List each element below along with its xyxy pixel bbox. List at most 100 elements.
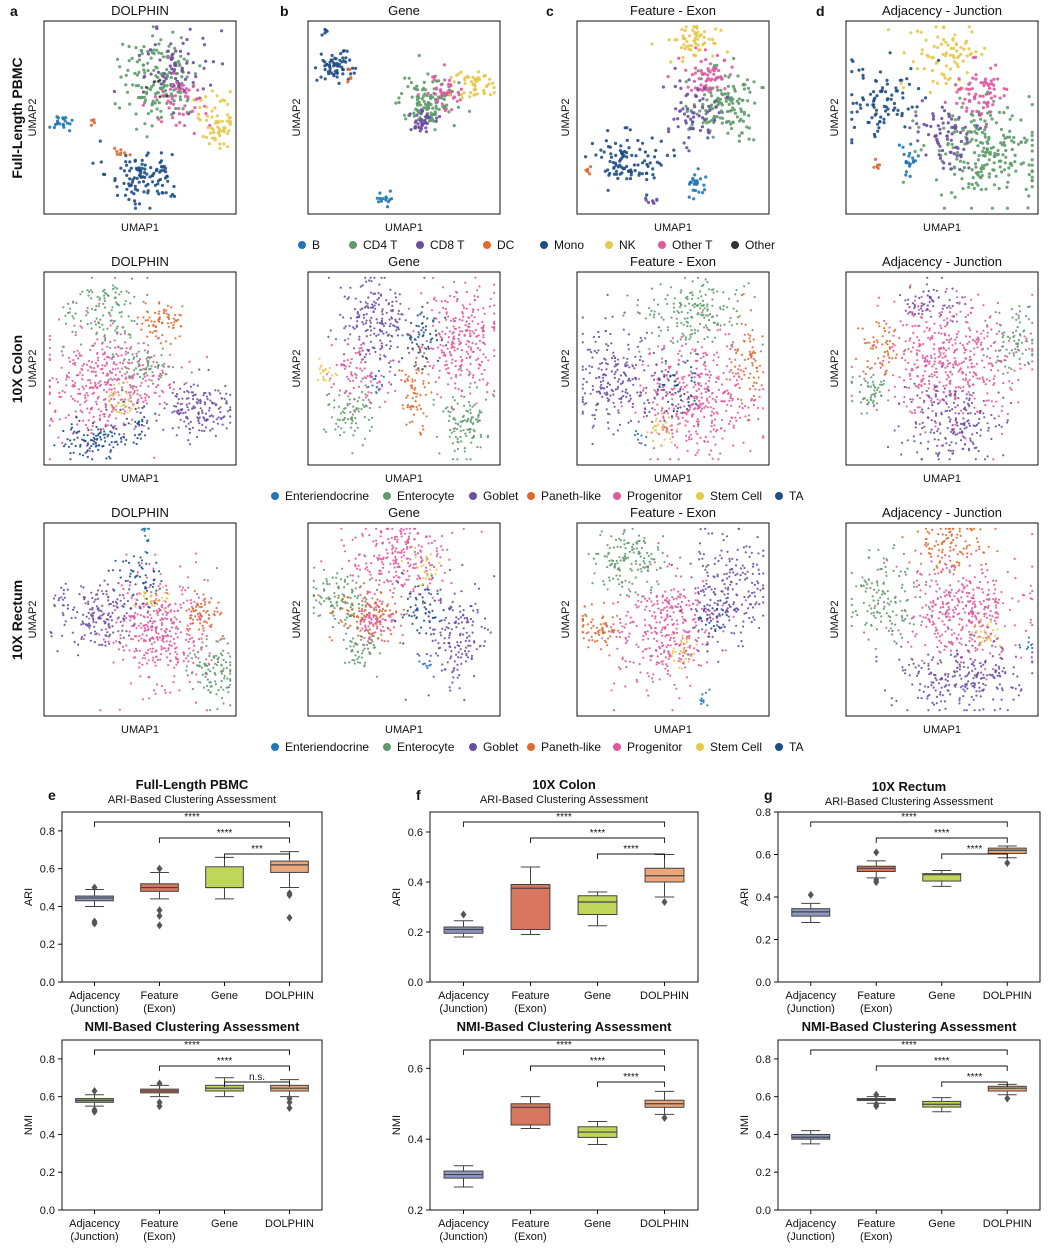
umap-point <box>1004 155 1008 159</box>
umap-point <box>48 391 51 394</box>
umap-point <box>173 46 177 50</box>
umap-point <box>102 371 105 375</box>
umap-point <box>160 354 163 357</box>
umap-point <box>476 445 479 449</box>
umap-point <box>475 92 480 96</box>
umap-point <box>944 366 947 369</box>
umap-point <box>695 395 698 398</box>
umap-point <box>196 402 199 405</box>
umap-point <box>115 353 118 356</box>
umap-point <box>414 361 417 364</box>
umap-xlabel: UMAP1 <box>385 222 423 234</box>
umap-point <box>928 360 931 363</box>
umap-point <box>58 395 61 398</box>
umap-point <box>704 324 708 327</box>
umap-point <box>109 340 112 343</box>
umap-point <box>173 321 176 324</box>
umap-point <box>1005 87 1009 91</box>
umap-point <box>438 356 441 359</box>
umap-point <box>1002 140 1006 145</box>
umap-point <box>95 425 98 429</box>
umap-point <box>977 293 980 296</box>
umap-point <box>956 151 960 155</box>
umap-point <box>638 147 642 151</box>
umap-point <box>191 61 195 65</box>
umap-point <box>996 77 1000 81</box>
umap-point <box>732 424 735 427</box>
umap-point <box>111 371 114 374</box>
umap-point <box>118 394 121 397</box>
umap-point <box>450 361 453 364</box>
umap-point <box>744 323 747 326</box>
umap-point <box>882 104 886 108</box>
umap-point <box>74 381 77 384</box>
umap-point <box>172 99 176 103</box>
umap-point <box>341 72 345 76</box>
umap-point <box>735 115 740 119</box>
umap-point <box>478 409 481 412</box>
umap-point <box>1024 140 1028 144</box>
umap-column-title: Feature - Exon <box>630 254 716 269</box>
umap-point <box>348 392 352 395</box>
umap-point <box>129 423 132 426</box>
umap-point <box>433 317 436 320</box>
umap-point <box>438 311 441 314</box>
umap-point <box>986 141 990 145</box>
umap-point <box>644 196 648 200</box>
umap-point <box>401 404 404 407</box>
umap-point <box>467 352 470 355</box>
umap-point <box>123 193 128 197</box>
umap-point <box>48 346 51 350</box>
umap-point <box>979 117 983 121</box>
umap-point <box>749 334 752 337</box>
umap-point <box>959 139 964 144</box>
umap-point <box>109 324 112 327</box>
umap-point <box>418 431 422 434</box>
umap-point <box>942 38 946 42</box>
umap-point <box>158 413 161 417</box>
umap-point <box>451 345 454 348</box>
umap-point <box>185 61 189 65</box>
umap-point <box>876 304 879 307</box>
umap-point <box>686 325 689 328</box>
umap-point <box>408 112 412 116</box>
umap-point <box>939 193 944 197</box>
umap-point <box>358 335 361 338</box>
umap-point <box>703 326 706 329</box>
umap-point <box>920 48 925 52</box>
umap-point <box>473 381 476 384</box>
umap-point <box>590 351 593 354</box>
umap-point <box>650 309 653 312</box>
umap-point <box>702 188 707 192</box>
umap-point <box>629 419 633 422</box>
umap-point <box>164 373 167 376</box>
umap-point <box>463 395 466 398</box>
umap-point <box>193 106 197 110</box>
umap-point <box>703 48 708 52</box>
umap-point <box>627 348 630 351</box>
umap-point <box>76 349 79 352</box>
umap-point <box>469 419 472 422</box>
umap-point <box>345 49 349 53</box>
umap-point <box>907 361 910 364</box>
umap-point <box>89 348 92 352</box>
umap-point <box>699 307 702 310</box>
umap-point <box>220 119 224 123</box>
umap-point <box>156 364 160 367</box>
umap-point <box>625 155 629 159</box>
umap-point <box>719 328 722 331</box>
umap-point <box>179 54 183 58</box>
umap-column-title: DOLPHIN <box>111 254 169 269</box>
umap-point <box>644 337 647 340</box>
umap-point <box>173 410 176 413</box>
umap-point <box>617 409 620 412</box>
umap-point <box>61 389 64 393</box>
umap-point <box>172 317 175 320</box>
umap-point <box>146 52 150 56</box>
umap-point <box>48 402 51 405</box>
umap-point <box>155 361 158 364</box>
umap-point <box>605 343 608 346</box>
umap-point <box>699 59 703 64</box>
umap-point <box>638 350 641 353</box>
umap-point <box>745 78 750 82</box>
